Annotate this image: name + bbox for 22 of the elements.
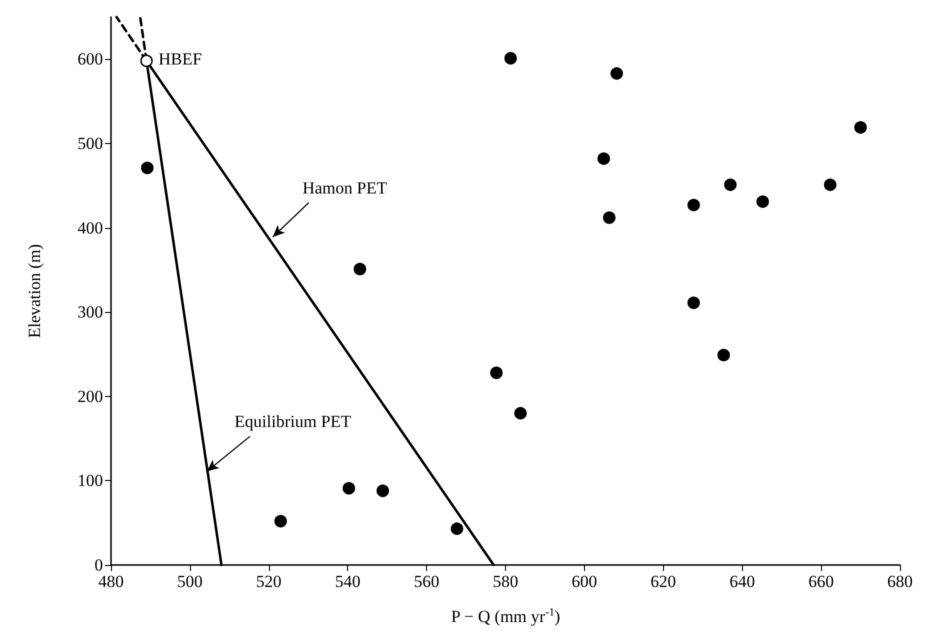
x-tick-label: 580	[492, 572, 518, 591]
x-tick-label: 640	[729, 572, 755, 591]
x-tick-label: 620	[650, 572, 676, 591]
x-tick-label: 500	[177, 572, 203, 591]
y-tick-label: 200	[78, 386, 103, 406]
annotation: HBEF	[158, 49, 202, 68]
x-tick-label: 480	[98, 572, 124, 591]
y-axis-title: Elevation (m)	[25, 244, 44, 338]
x-tick-label: 540	[334, 572, 360, 591]
x-tick-label: 600	[572, 572, 598, 591]
y-tick-label: 100	[78, 471, 103, 490]
annotation: Hamon PET	[302, 178, 388, 198]
x-tick-label: 660	[808, 572, 834, 591]
y-tick-label: 400	[78, 218, 103, 238]
x-tick-label: 560	[414, 572, 440, 591]
x-tick-label: 680	[887, 572, 913, 591]
y-tick-label: 500	[78, 134, 103, 153]
x-tick-label: 520	[256, 572, 282, 591]
annotation: Equilibrium PET	[234, 412, 352, 431]
y-tick-label: 300	[78, 302, 103, 322]
y-tick-label: 600	[78, 50, 103, 69]
y-tick-label: 0	[94, 556, 103, 574]
